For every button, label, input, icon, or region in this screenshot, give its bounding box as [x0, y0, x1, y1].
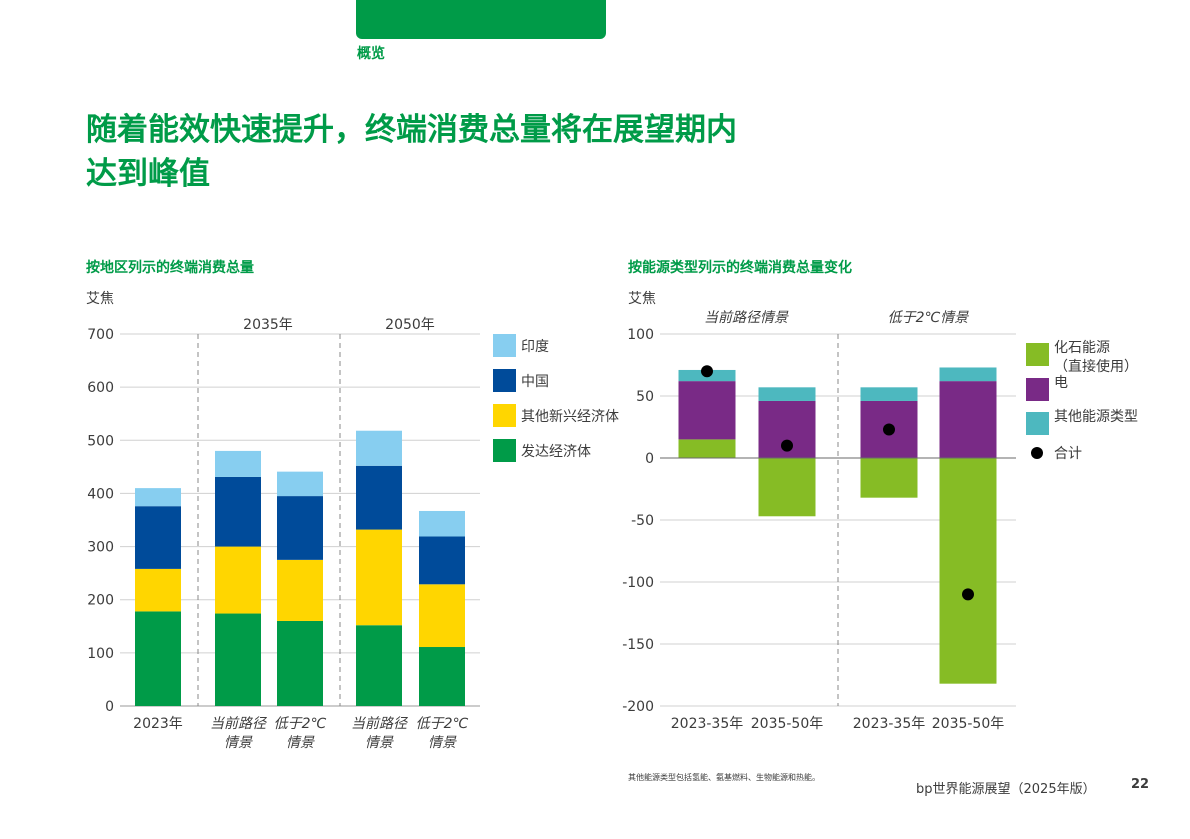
legend-swatch — [493, 404, 516, 427]
group-label: 当前路径情景 — [704, 310, 789, 326]
legend-swatch — [493, 439, 516, 462]
total-point — [701, 365, 713, 378]
y-axis-unit: 艾焦 — [628, 291, 656, 307]
bar-segment — [356, 465, 402, 530]
y-tick-label: -100 — [622, 575, 654, 591]
legend-swatch — [1026, 412, 1049, 435]
legend-swatch — [1026, 343, 1049, 366]
legend-label: （直接使用） — [1054, 358, 1138, 375]
y-tick-label: 700 — [87, 327, 114, 343]
legend-label: 中国 — [521, 374, 549, 390]
legend-label: 印度 — [521, 339, 549, 355]
x-tick-label: 低于2℃ — [274, 716, 327, 732]
y-tick-label: 100 — [627, 327, 654, 343]
bar-segment — [939, 367, 997, 382]
legend-label: 发达经济体 — [521, 444, 591, 460]
footnote: 其他能源类型包括氢能、氨基燃料、生物能源和热能。 — [628, 773, 820, 782]
chart-title-region: 按地区列示的终端消费总量 — [86, 260, 254, 276]
bar-segment — [939, 381, 997, 458]
x-tick-label: 2023年 — [133, 716, 183, 732]
x-tick-label: 低于2℃ — [416, 716, 469, 732]
legend-label: 化石能源 — [1054, 340, 1110, 356]
bar-segment — [419, 510, 465, 537]
bar-segment — [215, 613, 261, 706]
bar-segment — [277, 471, 323, 497]
x-tick-label: 情景 — [428, 735, 457, 751]
page-title-line-1: 随着能效快速提升，终端消费总量将在展望期内 — [86, 112, 737, 148]
bar-segment — [356, 625, 402, 706]
y-tick-label: 0 — [105, 699, 114, 715]
total-point — [962, 588, 974, 601]
region-chart: 艾焦 0 100 200 300 400 500 600 700 2035年 2050年 2023年 当… — [86, 291, 619, 751]
legend-label: 合计 — [1054, 446, 1082, 462]
bar-segment — [678, 439, 736, 458]
y-tick-label: 50 — [636, 389, 654, 405]
x-tick-label: 情景 — [365, 735, 394, 751]
y-tick-label: -200 — [622, 699, 654, 715]
bar-segment — [277, 496, 323, 560]
y-tick-label: 100 — [87, 646, 114, 662]
y-tick-label: 600 — [87, 380, 114, 396]
y-axis-unit: 艾焦 — [86, 291, 114, 307]
group-label: 2050年 — [385, 317, 435, 333]
y-tick-label: 200 — [87, 593, 114, 609]
bar-segment — [758, 387, 816, 401]
y-tick-label: 400 — [87, 486, 114, 502]
bar-segment — [277, 559, 323, 621]
x-tick-label: 2035-50年 — [751, 716, 824, 732]
bar-segment — [215, 546, 261, 614]
energy-chart: 艾焦 100 50 0 -50 -100 -150 -200 当前路径情景 低于2℃情景 2023-… — [622, 291, 1138, 732]
total-point — [883, 423, 895, 436]
bar-segment — [135, 611, 181, 706]
chart-title-energy: 按能源类型列示的终端消费总量变化 — [628, 260, 852, 276]
y-tick-label: -50 — [631, 513, 654, 529]
y-tick-label: 500 — [87, 433, 114, 449]
x-tick-label: 情景 — [286, 735, 315, 751]
page-number: 22 — [1131, 777, 1150, 792]
legend-swatch — [493, 369, 516, 392]
x-tick-label: 当前路径 — [351, 716, 409, 732]
bar-segment — [215, 450, 261, 477]
bar-segment — [860, 387, 918, 401]
x-tick-label: 2023-35年 — [671, 716, 744, 732]
y-tick-label: 300 — [87, 540, 114, 556]
bar-segment — [135, 506, 181, 569]
group-label: 2035年 — [243, 317, 293, 333]
x-tick-label: 2023-35年 — [853, 716, 926, 732]
legend-total-marker — [1031, 447, 1043, 459]
section-label: 概览 — [357, 46, 385, 62]
bar-segment — [215, 476, 261, 547]
legend-label: 电 — [1054, 375, 1068, 391]
x-tick-label: 2035-50年 — [932, 716, 1005, 732]
legend-label: 其他能源类型 — [1054, 409, 1138, 425]
bar-segment — [135, 488, 181, 507]
bar-segment — [356, 529, 402, 626]
legend-label: 其他新兴经济体 — [521, 409, 619, 425]
bar-segment — [939, 458, 997, 684]
x-tick-label: 当前路径 — [210, 716, 268, 732]
bar-segment — [860, 458, 918, 498]
legend-swatch — [1026, 378, 1049, 401]
group-label: 低于2℃情景 — [888, 310, 970, 326]
total-point — [781, 439, 793, 452]
bar-segment — [678, 381, 736, 440]
y-tick-label: 0 — [645, 451, 654, 467]
page-title-line-2: 达到峰值 — [86, 156, 210, 192]
bar-segment — [419, 647, 465, 706]
bar-segment — [277, 620, 323, 706]
page-title: 随着能效快速提升，终端消费总量将在展望期内 达到峰值 — [86, 108, 946, 196]
section-tab — [356, 0, 606, 39]
bar-segment — [758, 458, 816, 517]
x-tick-label: 情景 — [224, 735, 253, 751]
bar-segment — [135, 568, 181, 612]
legend-swatch — [493, 334, 516, 357]
bar-segment — [356, 430, 402, 466]
y-tick-label: -150 — [622, 637, 654, 653]
bar-segment — [419, 584, 465, 648]
footer-report-title: bp世界能源展望（2025年版） — [916, 782, 1096, 797]
bar-segment — [419, 536, 465, 585]
